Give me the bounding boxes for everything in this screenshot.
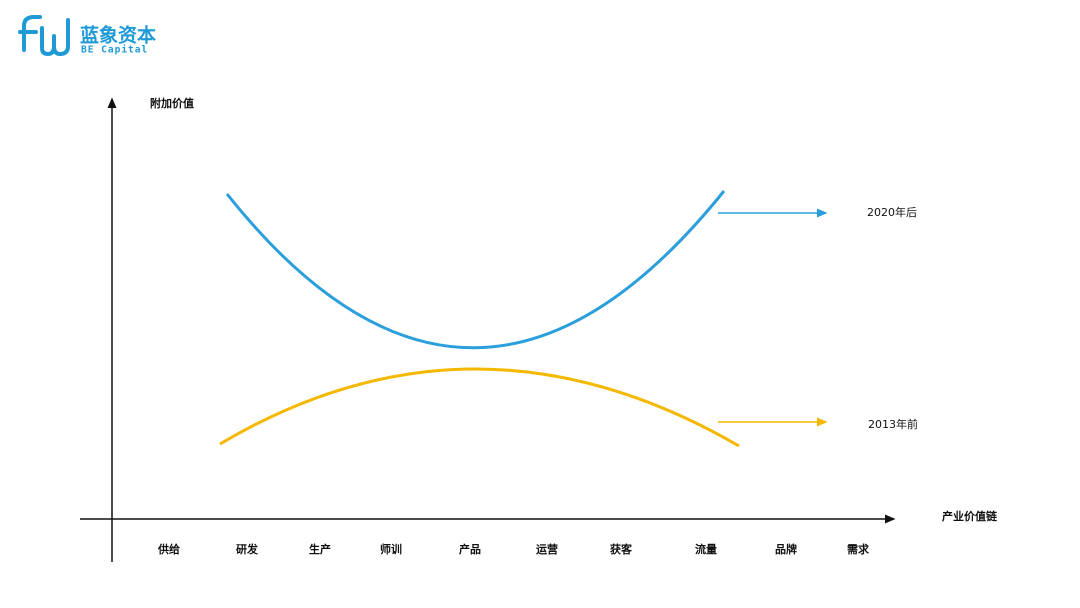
stage-label: 品牌 (775, 542, 797, 556)
stage-labels: 供给 研发 生产 师训 产品 运营 获客 流量 品牌 需求 (157, 542, 870, 556)
stage-label: 师训 (380, 542, 402, 556)
stage-label: 流量 (695, 542, 717, 556)
logo-subtitle: BE Capital (81, 45, 148, 56)
stage-label: 研发 (236, 542, 259, 556)
curve-label: 2013年前 (868, 417, 918, 431)
curve-label: 2020年后 (867, 205, 917, 219)
stage-label: 生产 (309, 542, 331, 556)
logo-name: 蓝象资本 (80, 24, 156, 47)
logo-icon (18, 15, 70, 57)
x-axis-label: 产业价值链 (942, 509, 998, 523)
curve-2020 (225, 190, 726, 350)
logo: 蓝象资本 BE Capital (18, 15, 156, 57)
y-axis-label: 附加价值 (150, 96, 194, 110)
stage-label: 供给 (157, 542, 180, 556)
stage-label: 需求 (847, 542, 870, 556)
stage-label: 获客 (610, 542, 633, 556)
stage-label: 运营 (536, 542, 558, 556)
stage-label: 产品 (459, 542, 481, 556)
curve-2013 (219, 367, 740, 448)
